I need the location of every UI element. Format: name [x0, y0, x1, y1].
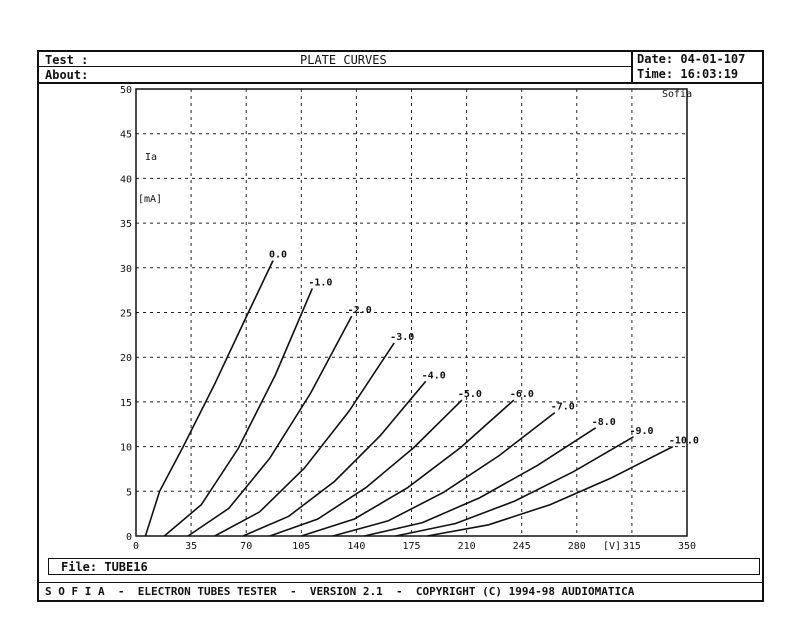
test-label: Test : [45, 53, 89, 67]
y-tick-label: 25 [120, 309, 132, 320]
x-tick-label: 210 [458, 541, 476, 552]
y-axis-label: Ia [145, 152, 157, 163]
curve--9.0 [395, 436, 634, 537]
file-name: File: TUBE16 [61, 560, 148, 574]
divider [631, 50, 633, 83]
divider [37, 582, 764, 583]
curve-label: -8.0 [592, 417, 616, 428]
curve-label: -5.0 [458, 389, 482, 400]
y-tick-label: 15 [120, 398, 132, 409]
x-axis-label: [V] [603, 541, 621, 552]
curve-0.0 [144, 260, 274, 537]
x-tick-label: 350 [678, 541, 696, 552]
curve-label: -2.0 [348, 305, 372, 316]
y-tick-label: 45 [120, 130, 132, 141]
x-tick-label: 35 [185, 541, 197, 552]
x-tick-label: 175 [402, 541, 420, 552]
curve-label: -3.0 [390, 332, 414, 343]
y-tick-label: 35 [120, 219, 132, 230]
divider [37, 66, 632, 67]
y-tick-label: 20 [120, 353, 132, 364]
curve--3.0 [214, 342, 395, 537]
x-tick-label: 0 [133, 541, 139, 552]
curve-label: -1.0 [308, 277, 332, 288]
curve-label: -4.0 [422, 370, 446, 381]
plot-area [135, 88, 688, 537]
y-axis-unit: [mA] [138, 194, 162, 205]
curve--6.0 [301, 399, 515, 537]
curve-label: -9.0 [629, 426, 653, 437]
curve-label: 0.0 [269, 250, 287, 261]
curve--7.0 [332, 411, 556, 537]
curve--10.0 [427, 445, 674, 537]
time: Time: 16:03:19 [637, 67, 739, 81]
curve-label: -10.0 [669, 436, 699, 447]
curve--1.0 [163, 288, 314, 537]
y-tick-label: 5 [126, 487, 132, 498]
curve-label: -6.0 [510, 389, 534, 400]
y-tick-label: 0 [126, 532, 132, 543]
page-title: PLATE CURVES [300, 53, 387, 67]
curve--8.0 [364, 427, 597, 537]
x-tick-label: 140 [347, 541, 365, 552]
y-tick-label: 30 [120, 264, 132, 275]
curve--2.0 [187, 315, 353, 537]
file-box: File: TUBE16 [48, 558, 760, 575]
about-label: About: [45, 68, 89, 82]
y-tick-label: 50 [120, 85, 132, 96]
x-tick-label: 105 [292, 541, 310, 552]
curve--5.0 [269, 399, 463, 537]
date: Date: 04-01-107 [637, 52, 746, 66]
y-tick-label: 10 [120, 443, 132, 454]
x-tick-label: 280 [568, 541, 586, 552]
x-tick-label: 245 [513, 541, 531, 552]
x-tick-label: 70 [240, 541, 252, 552]
footer-text: S O F I A - ELECTRON TUBES TESTER - VERS… [45, 585, 635, 598]
curve-label: -7.0 [551, 402, 575, 413]
x-tick-label: 315 [623, 541, 641, 552]
divider [37, 82, 764, 84]
window-frame [37, 50, 764, 602]
watermark: Sofia [662, 89, 692, 100]
curve--4.0 [242, 380, 427, 537]
y-tick-label: 40 [120, 174, 132, 185]
